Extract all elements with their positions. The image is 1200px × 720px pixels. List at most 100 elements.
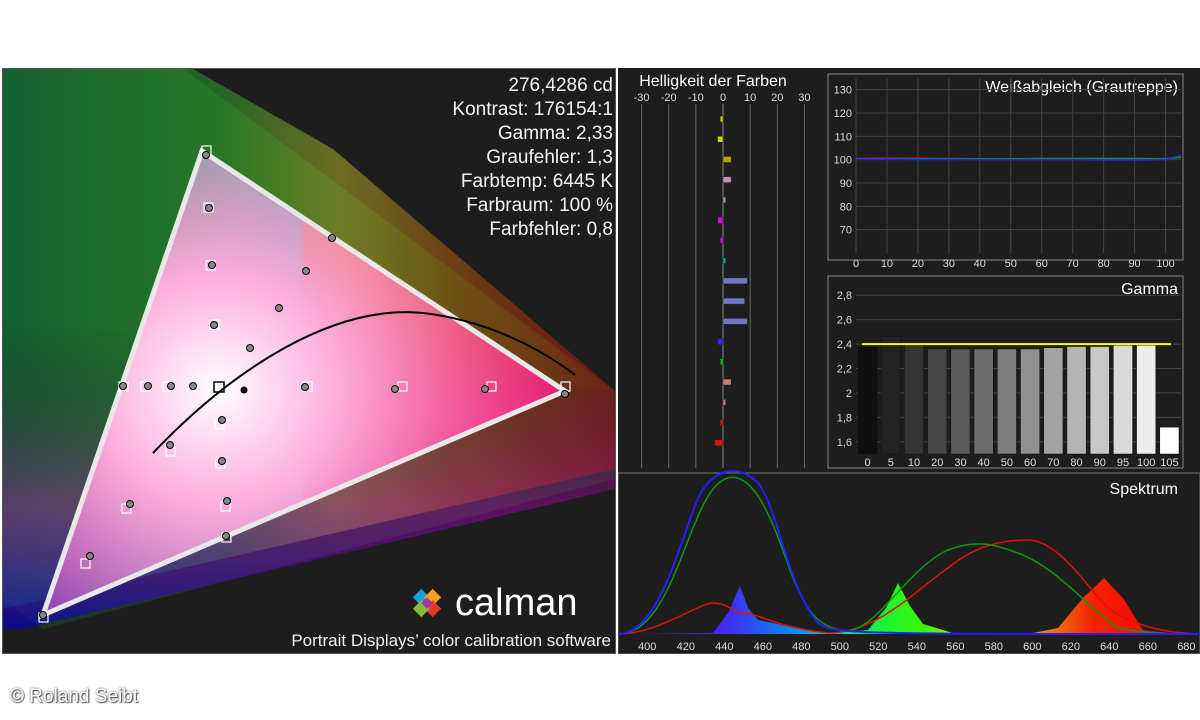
gamma-ytick: 2,4 <box>837 339 852 351</box>
gamma-bar <box>973 348 994 455</box>
brightness-tick-label: 20 <box>771 92 783 104</box>
whitebalance-xtick: 60 <box>1036 258 1048 270</box>
copyright-text: © Roland Seibt <box>10 686 139 707</box>
whitebalance-xtick: 20 <box>912 258 924 270</box>
gamma-xtick: 60 <box>1024 457 1036 469</box>
spectrum-xtick: 640 <box>1100 641 1118 653</box>
gamma-ytick: 1,6 <box>837 437 852 449</box>
whitebalance-xtick: 70 <box>1067 258 1079 270</box>
measured-points <box>39 151 569 619</box>
spectrum-xtick: 600 <box>1023 641 1041 653</box>
whitebalance-ytick: 80 <box>840 201 852 213</box>
gamma-bar <box>997 348 1017 455</box>
gamma-xtick: 105 <box>1160 457 1178 469</box>
gamma-bar <box>857 346 878 455</box>
whitebalance-ytick: 100 <box>834 155 852 167</box>
gamma-bar <box>904 343 924 455</box>
gamma-bar <box>1136 345 1157 455</box>
spectrum-xtick: 440 <box>715 641 733 653</box>
whitebalance-grid: 70 80 90 100 110 120 130 0 10 20 30 40 50 60 70 80 90 100 <box>834 78 1181 270</box>
stat-gray-error: Graufehler: 1,3 <box>486 147 613 168</box>
cie-diagram-panel: 276,4286 cd Kontrast: 176154:1 Gamma: 2,… <box>2 68 616 654</box>
whitebalance-xtick: 0 <box>853 258 859 270</box>
spectrum-xtick: 540 <box>908 641 926 653</box>
spectrum-xtick: 580 <box>985 641 1003 653</box>
brightness-tick-label: 0 <box>720 92 726 104</box>
gamma-title: Gamma <box>1121 281 1178 298</box>
gamma-frame <box>827 275 1184 469</box>
spectrum-red-line <box>617 539 1200 635</box>
whitebalance-xtick: 80 <box>1097 258 1109 270</box>
spectrum-xtick: 680 <box>1177 641 1195 653</box>
spectrum-blue-line <box>617 470 1200 635</box>
whitebalance-frame <box>827 73 1184 261</box>
whitebalance-xtick: 100 <box>1156 258 1174 270</box>
whitebalance-ytick: 110 <box>834 131 852 143</box>
brightness-bar <box>722 196 726 204</box>
brightness-bar <box>722 399 726 406</box>
brightness-chart: Helligkeit der Farben -30 -20 -10 0 10 20 30 <box>634 73 811 468</box>
white-point-measured <box>240 386 248 394</box>
charts-svg: Helligkeit der Farben -30 -20 -10 0 10 20 30 W… <box>617 73 1200 655</box>
brightness-tick-label: -30 <box>634 92 650 104</box>
brightness-bar <box>714 439 724 447</box>
stat-luminance: 276,4286 cd <box>508 75 613 96</box>
calman-tagline: Portrait Displays’ color calibration sof… <box>291 631 611 650</box>
gamma-bar <box>1113 345 1133 455</box>
spectrum-xtick: 660 <box>1139 641 1157 653</box>
calman-logo-text: calman <box>455 582 578 624</box>
stat-contrast: Kontrast: 176154:1 <box>452 99 613 120</box>
calman-logo-icon <box>412 588 442 618</box>
gamma-xtick: 90 <box>1094 457 1106 469</box>
gamma-bar <box>1159 426 1180 455</box>
stat-gamut: Farbraum: 100 % <box>466 195 613 216</box>
whitebalance-xtick: 30 <box>943 258 955 270</box>
brightness-bar <box>722 156 732 163</box>
brightness-bar <box>722 277 748 285</box>
spectrum-chart: Spektrum 400 420 440 460 480 500 520 540 56 <box>617 470 1200 655</box>
gamma-bar <box>927 348 948 455</box>
gamma-xtick: 50 <box>1001 457 1013 469</box>
gamma-chart: Gamma 1,6 1,8 2 2,2 2,4 2,6 2,8 0 5 10 20 30 40 50 60… <box>827 275 1184 469</box>
spectrum-xtick: 520 <box>869 641 887 653</box>
brightness-bar <box>722 378 732 386</box>
whitebalance-xtick: 40 <box>974 258 986 270</box>
whitebalance-ytick: 120 <box>834 108 852 120</box>
spectrum-title: Spektrum <box>1110 481 1178 498</box>
brightness-tick-label: -20 <box>661 92 677 104</box>
gamma-xtick: 5 <box>888 457 894 469</box>
brightness-bar <box>717 338 724 345</box>
whitebalance-ytick: 70 <box>840 225 852 237</box>
brightness-tick-label: 30 <box>798 92 810 104</box>
charts-panel: Helligkeit der Farben -30 -20 -10 0 10 20 30 W… <box>617 68 1200 655</box>
brightness-ticks: -30 -20 -10 0 10 20 30 <box>634 92 811 104</box>
whitebalance-chart: Weißabgleich (Grautreppe) 70809010011012… <box>827 73 1184 270</box>
spectrum-xtick: 500 <box>831 641 849 653</box>
brightness-bar <box>722 257 726 264</box>
gamma-xtick: 10 <box>908 457 920 469</box>
gamma-bar <box>1089 346 1110 455</box>
brightness-bar <box>720 115 724 123</box>
whitebalance-ytick: 130 <box>834 85 852 97</box>
spectrum-xtick: 400 <box>638 641 656 653</box>
gamma-bar <box>950 348 971 455</box>
brightness-tick-label: -10 <box>688 92 704 104</box>
stat-color-temp: Farbtemp: 6445 K <box>461 171 613 192</box>
stat-color-error: Farbfehler: 0,8 <box>489 219 613 240</box>
spectrum-xtick: 460 <box>754 641 772 653</box>
gamma-bars: 0 5 10 20 30 40 50 60 70 80 90 95 100 105 <box>857 336 1180 469</box>
brightness-bar <box>722 318 748 325</box>
brightness-bar <box>722 297 745 305</box>
whitebalance-title: Weißabgleich (Grautreppe) <box>985 79 1178 96</box>
white-point-target <box>213 381 225 393</box>
gamma-xtick: 30 <box>954 457 966 469</box>
brightness-bar <box>720 419 724 426</box>
brightness-title: Helligkeit der Farben <box>639 73 787 90</box>
gamma-ytick: 2 <box>846 388 852 400</box>
whitebalance-ytick: 90 <box>840 178 852 190</box>
whitebalance-xtick: 10 <box>881 258 893 270</box>
gamma-xtick: 20 <box>931 457 943 469</box>
brightness-bar <box>717 135 724 143</box>
brightness-bar <box>720 358 724 366</box>
whitebalance-xtick: 90 <box>1128 258 1140 270</box>
